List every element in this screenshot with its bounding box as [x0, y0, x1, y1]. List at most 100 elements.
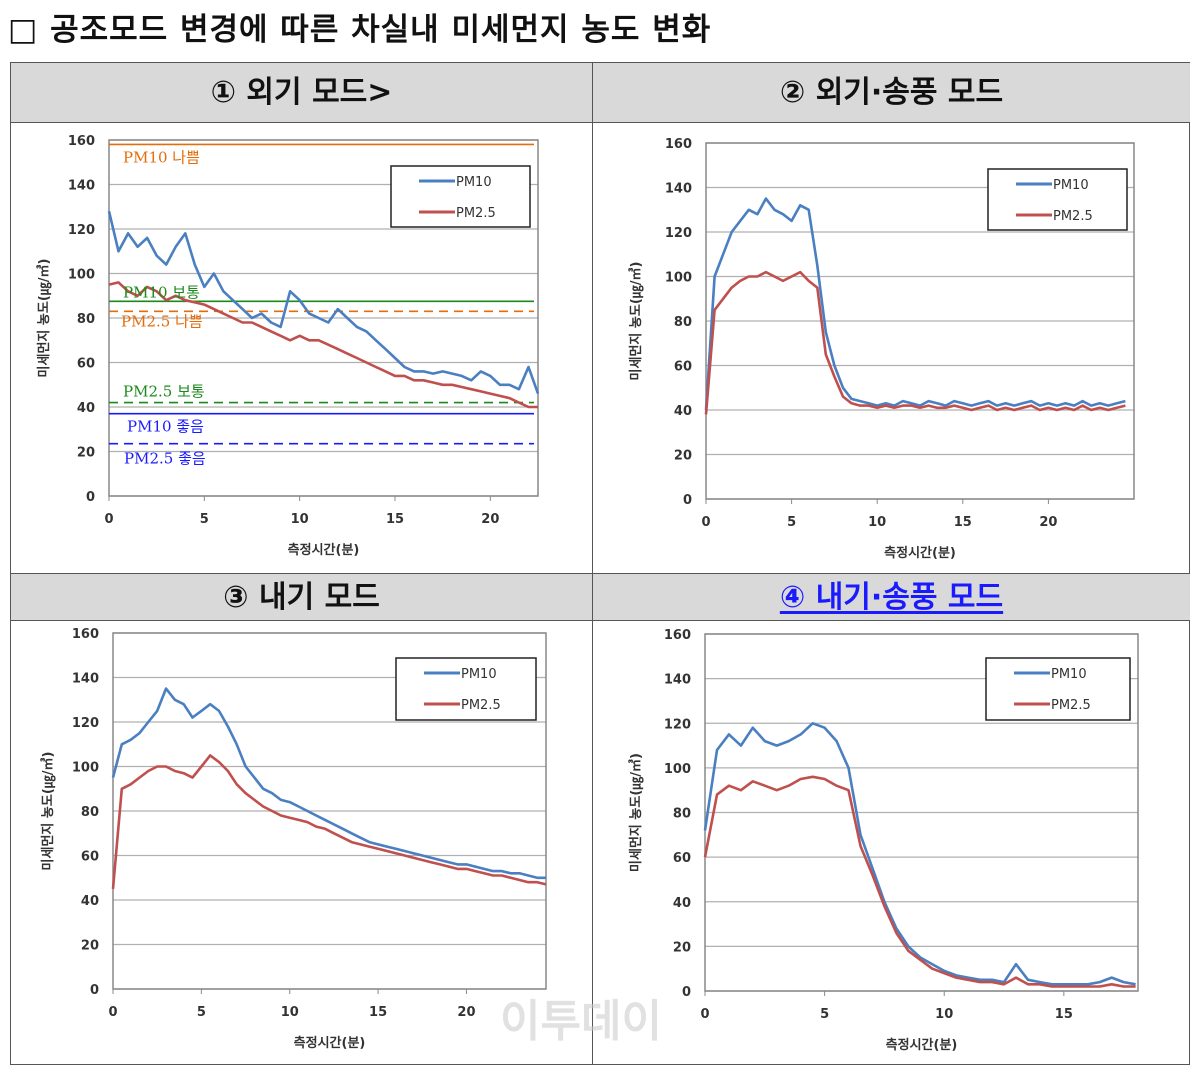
- y-axis-label: 미세먼지 농도(㎍/㎥): [628, 753, 645, 872]
- chart-3: 0 20 40 60 80 100 120 140 160 0 5 10 15 20 측정시간(분) 미세먼지…: [40, 627, 547, 1051]
- reference-line-label: PM10 좋음: [127, 418, 204, 436]
- panel-header-2: ② 외기·송풍 모드: [593, 63, 1190, 123]
- x-tick-label: 0: [108, 1005, 117, 1020]
- reference-line-label: PM10 나쁨: [123, 148, 200, 166]
- legend: [390, 165, 531, 228]
- y-tick-label: 140: [664, 673, 691, 688]
- y-tick-label: 100: [68, 268, 95, 283]
- x-tick-label: 10: [281, 1005, 299, 1020]
- legend-label: PM2.5: [1053, 209, 1093, 224]
- y-axis-label: 미세먼지 농도(㎍/㎥): [628, 262, 645, 381]
- y-tick-label: 120: [664, 717, 691, 732]
- y-tick-label: 40: [674, 404, 692, 419]
- y-tick-label: 60: [77, 357, 95, 372]
- x-tick-label: 10: [935, 1007, 953, 1022]
- y-tick-label: 20: [673, 940, 691, 955]
- y-tick-label: 120: [72, 716, 99, 731]
- panel-header-3: ③ 내기 모드: [11, 574, 592, 621]
- y-tick-label: 0: [86, 490, 95, 505]
- plot-area: [112, 632, 547, 990]
- x-tick-label: 0: [700, 1007, 709, 1022]
- y-tick-label: 80: [81, 805, 99, 820]
- y-tick-label: 100: [664, 762, 691, 777]
- y-tick-label: 160: [72, 627, 99, 642]
- y-tick-label: 60: [674, 360, 692, 375]
- y-tick-label: 80: [673, 807, 691, 822]
- row-divider: [11, 573, 1189, 574]
- reference-line-label: PM10 보통: [123, 283, 200, 301]
- x-tick-label: 20: [457, 1005, 475, 1020]
- series-line-pm25: [108, 281, 538, 409]
- x-tick-label: 5: [787, 515, 796, 530]
- legend-label: PM10: [456, 175, 492, 190]
- legend: [985, 657, 1131, 721]
- y-tick-label: 120: [665, 226, 692, 241]
- y-tick-label: 40: [673, 896, 691, 911]
- x-tick-label: 0: [104, 512, 113, 527]
- series-line-pm25: [704, 270, 1126, 415]
- series-line-pm10: [107, 210, 540, 395]
- y-tick-label: 40: [77, 401, 95, 416]
- x-tick-label: 5: [200, 512, 209, 527]
- column-divider: [592, 63, 593, 1064]
- y-axis-label: 미세먼지 농도(㎍/㎥): [36, 259, 53, 378]
- y-tick-label: 140: [72, 672, 99, 687]
- y-tick-label: 60: [673, 851, 691, 866]
- x-tick-label: 5: [197, 1005, 206, 1020]
- x-tick-label: 0: [701, 515, 710, 530]
- x-axis-label: 측정시간(분): [886, 1037, 958, 1053]
- y-tick-label: 160: [664, 628, 691, 643]
- legend: [987, 168, 1128, 231]
- y-tick-label: 140: [665, 182, 692, 197]
- y-tick-label: 80: [674, 315, 692, 330]
- reference-line-label: PM2.5 좋음: [124, 450, 206, 468]
- y-tick-label: 120: [68, 223, 95, 238]
- y-tick-label: 20: [77, 446, 95, 461]
- y-tick-label: 140: [68, 179, 95, 194]
- x-tick-label: 15: [386, 512, 404, 527]
- chart-2: 0 20 40 60 80 100 120 140 160 0 5 10 15 20 측정시간(분) 미세먼지…: [628, 137, 1135, 561]
- legend-label: PM2.5: [456, 206, 496, 221]
- y-tick-label: 0: [683, 493, 692, 508]
- legend: [395, 657, 537, 721]
- x-axis-label: 측정시간(분): [884, 545, 956, 561]
- x-tick-label: 15: [369, 1005, 387, 1020]
- legend-label: PM10: [1051, 667, 1087, 682]
- y-tick-label: 60: [81, 850, 99, 865]
- y-tick-label: 0: [90, 983, 99, 998]
- y-tick-label: 20: [81, 939, 99, 954]
- y-tick-label: 160: [665, 137, 692, 152]
- x-tick-label: 15: [954, 515, 972, 530]
- watermark-logo: 이투데이: [500, 996, 662, 1047]
- chart-1: 0 20 40 60 80 100 120 140 160 0 5 10 15 20 측정시간(분) 미세먼지…: [36, 134, 540, 558]
- x-tick-label: 15: [1055, 1007, 1073, 1022]
- page-title: □ 공조모드 변경에 따른 차실내 미세먼지 농도 변화: [8, 12, 712, 48]
- x-axis-label: 측정시간(분): [288, 542, 360, 558]
- y-axis-label: 미세먼지 농도(㎍/㎥): [40, 752, 57, 871]
- reference-line-label: PM2.5 나쁨: [121, 312, 203, 330]
- x-tick-label: 20: [481, 512, 499, 527]
- series-line-pm25: [703, 775, 1136, 988]
- reference-line-label: PM2.5 보통: [123, 383, 205, 401]
- x-tick-label: 5: [820, 1007, 829, 1022]
- x-tick-label: 20: [1039, 515, 1057, 530]
- panel-header-1: ① 외기 모드>: [11, 63, 592, 123]
- plot-area: [704, 633, 1139, 992]
- series-line-pm25: [111, 754, 547, 890]
- chart-comparison-table: ① 외기 모드> ② 외기·송풍 모드 ③ 내기 모드 ④ 내기·송풍 모드: [10, 62, 1190, 1065]
- x-tick-label: 10: [291, 512, 309, 527]
- panel-header-4: ④ 내기·송풍 모드: [593, 574, 1190, 621]
- plot-area: [705, 142, 1135, 500]
- x-axis-label: 측정시간(분): [294, 1035, 366, 1051]
- y-tick-label: 100: [665, 271, 692, 286]
- series-line-pm10: [703, 721, 1136, 986]
- legend-label: PM10: [461, 667, 497, 682]
- y-tick-label: 80: [77, 312, 95, 327]
- y-tick-label: 20: [674, 449, 692, 464]
- y-tick-label: 160: [68, 134, 95, 149]
- x-tick-label: 10: [868, 515, 886, 530]
- y-tick-label: 0: [682, 985, 691, 1000]
- legend-label: PM2.5: [1051, 698, 1091, 713]
- plot-area: [108, 139, 539, 497]
